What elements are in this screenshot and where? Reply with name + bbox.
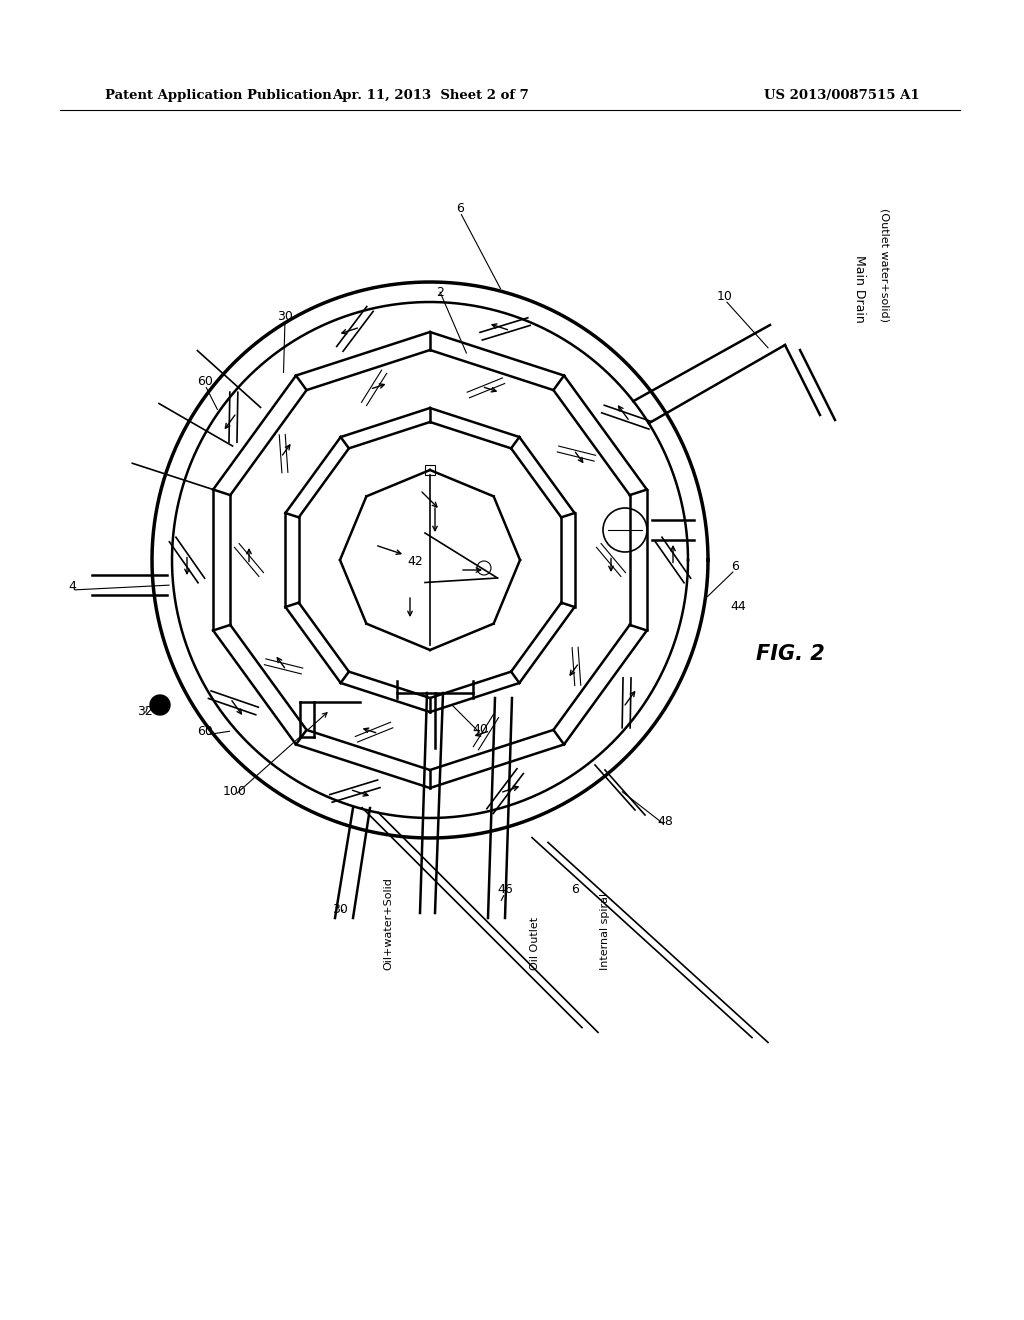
Text: 6: 6 [571, 883, 579, 896]
Text: 30: 30 [332, 903, 348, 916]
Text: 2: 2 [436, 285, 444, 298]
Bar [425, 465, 435, 475]
Text: 60: 60 [197, 375, 213, 388]
Text: 30: 30 [278, 310, 293, 323]
Text: Internal spiral: Internal spiral [600, 892, 610, 970]
Text: 40: 40 [472, 723, 488, 737]
Text: 46: 46 [497, 883, 513, 896]
Text: 10: 10 [717, 290, 733, 304]
Text: 48: 48 [657, 814, 673, 828]
Text: FIG. 2: FIG. 2 [756, 644, 824, 664]
Text: Patent Application Publication: Patent Application Publication [105, 88, 332, 102]
Text: 4: 4 [68, 579, 76, 593]
Text: Apr. 11, 2013  Sheet 2 of 7: Apr. 11, 2013 Sheet 2 of 7 [332, 88, 528, 102]
Text: US 2013/0087515 A1: US 2013/0087515 A1 [764, 88, 920, 102]
Text: 42: 42 [408, 554, 423, 568]
Text: 100: 100 [223, 785, 247, 799]
Text: 6: 6 [731, 560, 739, 573]
Text: Oil+water+Solid: Oil+water+Solid [383, 876, 393, 970]
Text: Main Drain: Main Drain [853, 255, 866, 323]
Text: 32: 32 [137, 705, 153, 718]
Text: Oil Outlet: Oil Outlet [530, 917, 540, 970]
Circle shape [150, 696, 170, 715]
Text: 60: 60 [197, 725, 213, 738]
Text: 6: 6 [456, 202, 464, 215]
Text: 44: 44 [730, 601, 745, 612]
Text: (Outlet water+solid): (Outlet water+solid) [880, 209, 890, 322]
